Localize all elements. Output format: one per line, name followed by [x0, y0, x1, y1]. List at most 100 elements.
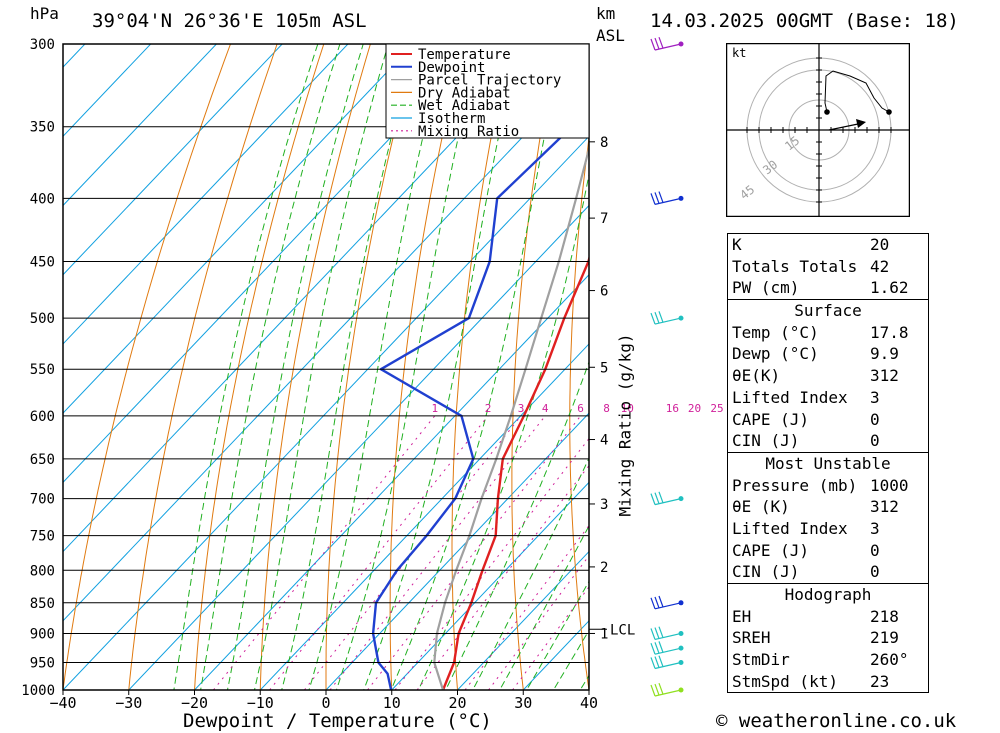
wind-barb — [650, 655, 684, 670]
most-unstable-row: CIN (J) 0 — [728, 561, 928, 583]
hodograph-value: 23 — [870, 671, 890, 691]
most-unstable-label: θE (K) — [732, 497, 790, 517]
pressure-tick-label: 800 — [30, 563, 55, 579]
isotherm-line — [259, 343, 589, 690]
wind-barb-feather — [650, 312, 656, 325]
wet-adiabat-line — [308, 44, 447, 690]
wind-barb-feather — [650, 684, 656, 697]
wind-barb-feather — [654, 683, 660, 696]
surface-label: CAPE (J) — [732, 409, 810, 429]
km-tick-label: 4 — [600, 433, 608, 449]
wet-adiabat-line — [335, 44, 481, 690]
isotherm-line — [63, 44, 86, 68]
pressure-tick-label: 300 — [30, 37, 55, 53]
wind-barb-feather — [654, 192, 660, 204]
wet-adiabat-line — [226, 44, 364, 690]
wind-barb-feather — [654, 37, 660, 50]
hodograph-point-top — [886, 109, 892, 115]
dry-adiabat-line — [976, 7, 1000, 716]
pressure-tick-label: 650 — [30, 452, 55, 468]
wet-adiabat-line — [253, 44, 389, 690]
wind-barb-feather — [654, 492, 660, 504]
surface-row: Dewp (°C) 9.9 — [728, 343, 928, 365]
hodograph-trace — [824, 70, 890, 113]
pressure-tick-label: 950 — [30, 656, 55, 672]
hodograph-label: EH — [732, 606, 752, 626]
km-tick-label: 6 — [600, 284, 608, 300]
lcl-label: LCL — [610, 622, 635, 638]
most-unstable-row: CAPE (J) 0 — [728, 540, 928, 562]
km-tick-label: 8 — [600, 135, 608, 151]
surface-row: θE(K) 312 — [728, 365, 928, 387]
index-value: 1.62 — [870, 278, 909, 298]
most-unstable-value: 0 — [870, 562, 880, 582]
pressure-tick-label: 500 — [30, 311, 55, 327]
surface-label: Dewp (°C) — [732, 344, 819, 364]
hodograph-value: 260° — [870, 650, 909, 670]
legend-label: Dry Adiabat — [418, 85, 511, 101]
x-tick-label: −40 — [49, 694, 76, 712]
mixing-ratio-label: 16 — [666, 402, 679, 415]
mixing-ratio-label: 3 — [518, 402, 525, 415]
mixing-ratio-line — [416, 464, 589, 690]
surface-label: θE(K) — [732, 366, 781, 386]
most-unstable-section-title: Most Unstable — [728, 451, 928, 475]
legend-label: Wet Adiabat — [418, 98, 511, 114]
isotherm-line — [63, 44, 218, 207]
x-tick-label: 0 — [321, 694, 330, 712]
surface-row: Temp (°C) 17.8 — [728, 322, 928, 344]
wind-barb-staff — [654, 498, 682, 506]
wet-adiabat-line — [200, 44, 341, 690]
most-unstable-label: Lifted Index — [732, 518, 848, 538]
hodograph-label: StmDir — [732, 650, 790, 670]
most-unstable-row: θE (K) 312 — [728, 496, 928, 518]
wind-barb-feather — [650, 193, 656, 205]
surface-section-title: Surface — [728, 299, 928, 322]
dry-adiabat-line — [193, 44, 325, 690]
wind-barb-staff — [654, 602, 682, 610]
most-unstable-row: Lifted Index 3 — [728, 518, 928, 540]
pressure-tick-label: 600 — [30, 409, 55, 425]
hodograph-point-surface — [824, 109, 830, 115]
hodograph-row: StmDir 260° — [728, 649, 928, 671]
surface-row: CAPE (J) 0 — [728, 409, 928, 431]
index-value: 42 — [870, 256, 890, 276]
storm-motion-arrowhead — [856, 119, 866, 128]
storm-motion-vector — [828, 123, 859, 131]
wind-barb-feather — [650, 657, 656, 669]
legend-label: Temperature — [418, 47, 511, 63]
most-unstable-label: Pressure (mb) — [732, 475, 858, 495]
km-tick-label: 5 — [600, 360, 608, 376]
most-unstable-value: 3 — [870, 518, 880, 538]
surface-value: 3 — [870, 387, 880, 407]
wind-barb-feather — [658, 595, 664, 608]
wind-barb-feather — [654, 642, 660, 654]
wind-barb-feather — [654, 596, 660, 609]
wind-barb — [650, 191, 684, 205]
wind-barb-staff — [654, 661, 682, 670]
wet-adiabat-line — [445, 360, 589, 690]
height-unit: km — [596, 4, 616, 23]
pressure-tick-label: 900 — [30, 627, 55, 643]
most-unstable-value: 0 — [870, 540, 880, 560]
wind-barb-feather — [654, 627, 660, 639]
site-credit-link[interactable]: © weatheronline.co.uk — [716, 710, 957, 732]
hodograph-unit: kt — [732, 46, 746, 60]
legend-label: Mixing Ratio — [418, 124, 519, 140]
hodograph-row: EH 218 — [728, 606, 928, 628]
wind-barb — [650, 311, 684, 325]
wet-adiabat-line — [390, 44, 564, 690]
pressure-tick-label: 550 — [30, 362, 55, 378]
most-unstable-label: CIN (J) — [732, 562, 800, 582]
wet-adiabat-line — [281, 44, 417, 690]
dry-adiabat-line — [451, 44, 511, 690]
mixing-ratio-label: 6 — [577, 402, 584, 415]
wet-adiabat-line — [363, 44, 519, 690]
surface-value: 17.8 — [870, 322, 909, 342]
x-tick-label: 20 — [448, 694, 466, 712]
isotherm-line — [63, 44, 415, 414]
surface-value: 0 — [870, 431, 880, 451]
legend-label: Dewpoint — [418, 60, 485, 76]
isotherm-line — [325, 412, 589, 690]
